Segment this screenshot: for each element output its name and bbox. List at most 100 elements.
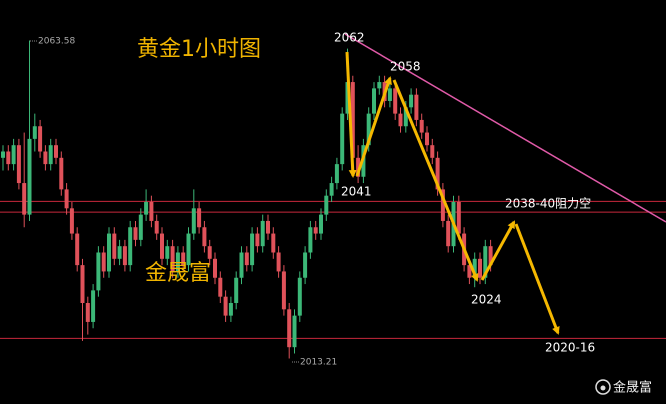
watermark: 金晟富: [145, 261, 211, 286]
candle-body: [16, 145, 21, 184]
candle-body: [250, 233, 255, 266]
candle-body: [313, 227, 318, 234]
candle-body: [117, 246, 122, 259]
candle-body: [48, 145, 53, 165]
candle-body: [377, 82, 382, 89]
candle-body: [96, 252, 101, 291]
candle-body: [356, 157, 361, 177]
candle-body: [149, 202, 154, 221]
max-label: 2063.58: [38, 37, 75, 47]
candle-body: [6, 151, 11, 165]
trend-line: [344, 33, 666, 223]
candle-body: [266, 220, 270, 234]
candle-body: [228, 303, 233, 316]
annotation: 2058: [390, 60, 421, 74]
candle-body: [186, 233, 191, 266]
candle-body: [101, 252, 106, 272]
candle-body: [308, 227, 313, 253]
arrows: [345, 51, 560, 335]
candle-body: [197, 208, 202, 228]
logo: 金晟富: [595, 379, 652, 396]
candle-body: [446, 220, 451, 247]
candle-body: [319, 214, 323, 234]
candle-body: [144, 202, 149, 215]
candle-body: [281, 271, 286, 310]
candle-body: [170, 246, 175, 272]
candle-body: [472, 258, 477, 278]
candle-body: [207, 246, 212, 259]
candle-body: [160, 233, 164, 259]
candle-body: [425, 132, 429, 146]
candle-body: [175, 252, 180, 272]
candle-body: [350, 82, 355, 158]
candle-body: [366, 113, 371, 146]
candle-body: [181, 252, 186, 266]
annotation: 2038-40阻力空: [505, 197, 591, 211]
candle-body: [1, 151, 5, 158]
chart-title: 黄金1小时图: [137, 37, 261, 62]
candle-body: [59, 157, 64, 190]
candle-body: [223, 296, 228, 316]
candle-body: [329, 183, 334, 196]
candle-body: [345, 82, 350, 114]
candle-body: [107, 233, 111, 272]
candle-body: [324, 195, 329, 215]
candle-body: [133, 227, 138, 240]
candle-body: [202, 227, 207, 247]
candle-body: [414, 94, 419, 120]
candle-body: [191, 208, 196, 234]
candle-body: [213, 258, 217, 278]
candle-body: [22, 183, 27, 215]
candle-body: [456, 202, 461, 234]
annotations: 2062 2058 2041 2024 2038-40阻力空 2020-16: [334, 31, 595, 355]
candle-body: [165, 246, 170, 259]
candle-body: [430, 145, 435, 158]
candle-body: [419, 119, 424, 133]
candle-body: [154, 220, 159, 234]
candle-body: [467, 265, 472, 278]
candle-body: [38, 126, 43, 152]
candle-body: [234, 277, 239, 303]
candle-body: [239, 252, 244, 278]
candle-body: [387, 88, 392, 101]
candle-body: [69, 208, 74, 234]
annotation: 2020-16: [545, 341, 595, 355]
candle-body: [64, 189, 69, 209]
candle-body: [54, 145, 58, 158]
candle-body: [122, 246, 127, 266]
logo-text: 金晟富: [613, 380, 652, 396]
candle-body: [393, 88, 398, 114]
candle-body: [218, 277, 223, 297]
candle-body: [43, 151, 48, 165]
annotation: 2041: [341, 185, 372, 199]
candle-body: [138, 214, 143, 240]
candle-body: [85, 303, 90, 322]
candle-body: [244, 252, 249, 266]
candle-body: [91, 290, 96, 322]
candle-body: [27, 138, 32, 215]
candle-body: [255, 233, 260, 247]
candle-body: [260, 220, 265, 247]
candle-body: [488, 246, 493, 266]
candle-body: [297, 277, 302, 316]
levels: [0, 200, 666, 339]
candle-body: [75, 233, 80, 266]
candle-body: [403, 107, 408, 127]
candle-body: [340, 113, 345, 165]
candle-body: [303, 252, 308, 278]
candle-body: [409, 94, 414, 108]
candle-body: [11, 145, 16, 165]
candle-body: [334, 164, 339, 184]
candle-body: [372, 88, 376, 114]
candles: [1, 40, 493, 359]
candle-body: [435, 157, 440, 190]
min-label: 2013.21: [300, 358, 337, 368]
annotation: 2024: [471, 293, 502, 307]
candle-body: [483, 246, 488, 278]
candle-body: [292, 315, 297, 348]
candle-body: [128, 227, 133, 266]
candle-body: [271, 233, 276, 253]
candle-body: [80, 265, 85, 303]
